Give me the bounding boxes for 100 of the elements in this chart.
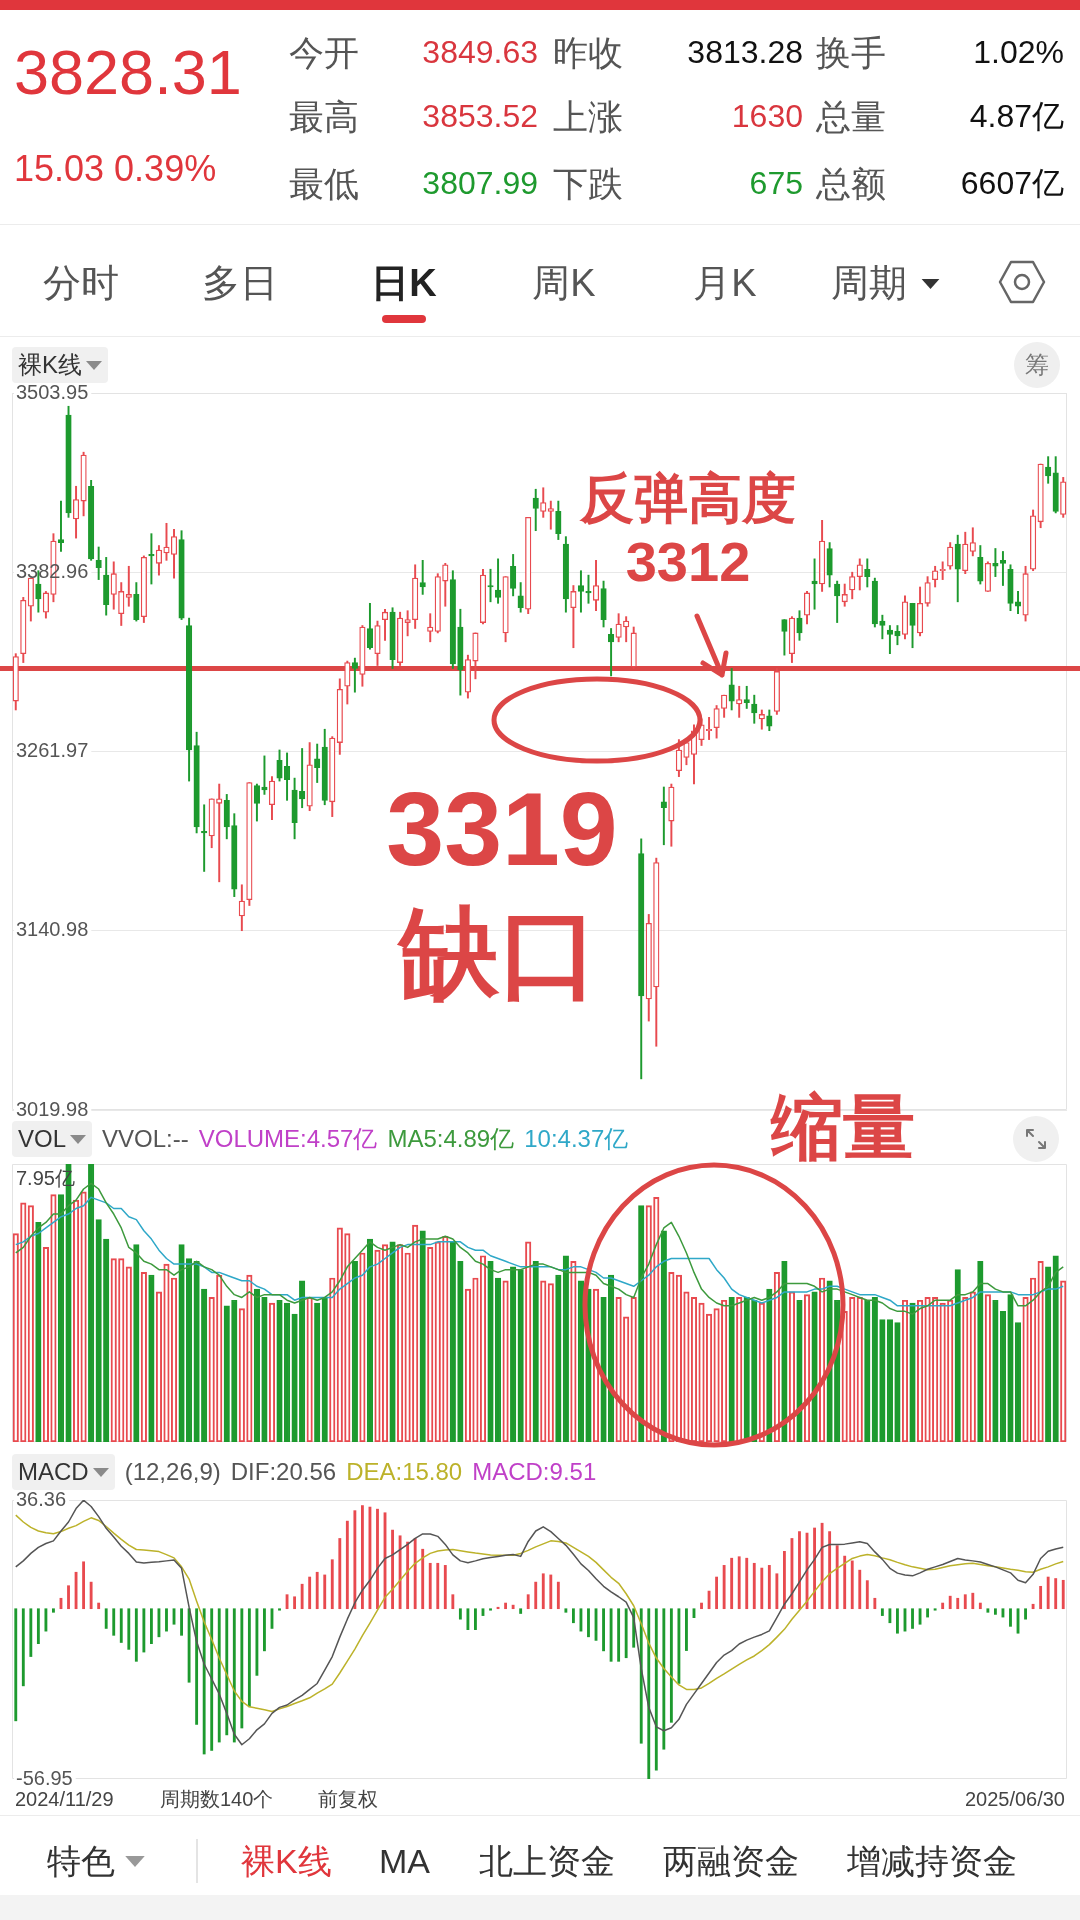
chart-title: 裸K线 bbox=[18, 350, 83, 380]
y-tick-label: -56.95 bbox=[16, 1766, 73, 1789]
bar bbox=[428, 1562, 432, 1610]
bar bbox=[36, 1608, 40, 1645]
bar bbox=[406, 1541, 410, 1610]
bar bbox=[504, 1602, 508, 1610]
bar bbox=[1024, 1608, 1027, 1620]
text: 裸K线 bbox=[241, 1841, 332, 1881]
bar bbox=[474, 1608, 477, 1630]
candlestick bbox=[201, 804, 208, 872]
text: 675 bbox=[749, 164, 803, 202]
text: 2024/11/29 bbox=[15, 1787, 114, 1810]
text: 昨收 bbox=[553, 31, 623, 73]
bar bbox=[677, 1608, 681, 1684]
bar bbox=[685, 1608, 688, 1651]
text: 10:4.37亿 bbox=[524, 1124, 629, 1154]
text: MA bbox=[379, 1841, 430, 1881]
y-tick-label: 3261.97 bbox=[16, 739, 89, 762]
bar bbox=[571, 1608, 575, 1624]
text: 3807.99 bbox=[422, 164, 538, 202]
text: 分时 bbox=[43, 261, 119, 305]
bar bbox=[345, 1520, 349, 1610]
bar bbox=[458, 1608, 462, 1620]
y-tick-label: 3019.98 bbox=[16, 1097, 89, 1120]
bar bbox=[730, 1557, 734, 1610]
bar bbox=[647, 1608, 651, 1779]
bar bbox=[587, 1608, 590, 1638]
bar bbox=[669, 1608, 673, 1723]
annotation: 反弹高度 bbox=[579, 467, 796, 528]
text: 4.87亿 bbox=[969, 97, 1064, 135]
text: DEA:15.80 bbox=[346, 1458, 463, 1486]
bar bbox=[210, 1608, 214, 1751]
bar bbox=[360, 1505, 364, 1610]
text: 最低 bbox=[289, 162, 359, 204]
text: 周期数140个 bbox=[160, 1787, 274, 1810]
bar bbox=[1061, 1579, 1065, 1610]
bar bbox=[97, 1602, 101, 1610]
text: 6607亿 bbox=[960, 164, 1064, 202]
bar bbox=[963, 1594, 967, 1610]
bar bbox=[44, 1608, 48, 1632]
bar bbox=[564, 1608, 568, 1613]
bar bbox=[413, 1538, 417, 1610]
bar bbox=[225, 1608, 229, 1736]
bar bbox=[142, 1608, 146, 1653]
bar bbox=[217, 1608, 221, 1743]
candlestick bbox=[999, 551, 1007, 586]
bar bbox=[511, 1604, 515, 1610]
bar bbox=[89, 1581, 93, 1610]
text: 1630 bbox=[731, 97, 803, 135]
bar bbox=[782, 1550, 786, 1610]
bar bbox=[767, 1565, 771, 1610]
text: 总额 bbox=[816, 162, 886, 204]
text: DIF:20.56 bbox=[230, 1458, 337, 1486]
bar bbox=[247, 1608, 251, 1708]
bar bbox=[978, 1602, 982, 1610]
bar bbox=[715, 1576, 719, 1610]
bar bbox=[752, 1562, 756, 1610]
text: 上涨 bbox=[553, 95, 623, 137]
bar bbox=[549, 1574, 553, 1610]
bar bbox=[835, 1545, 839, 1610]
text: 3828.31 bbox=[14, 37, 242, 107]
bar bbox=[526, 1594, 530, 1610]
text: 1.02% bbox=[973, 33, 1064, 71]
bar bbox=[941, 1602, 945, 1610]
bar bbox=[104, 1608, 108, 1629]
chart-subtitle: VVOL:-- bbox=[102, 1125, 189, 1153]
bar bbox=[654, 1608, 658, 1771]
text: 多日 bbox=[202, 261, 278, 305]
text: 总量 bbox=[816, 95, 886, 137]
bar bbox=[865, 1580, 869, 1610]
bar bbox=[737, 1556, 741, 1610]
bar bbox=[195, 1608, 199, 1725]
bar bbox=[820, 1522, 824, 1610]
bar bbox=[82, 1561, 86, 1610]
y-tick-label: 36.36 bbox=[16, 1487, 67, 1510]
candlestick bbox=[125, 565, 132, 607]
bar bbox=[775, 1573, 779, 1610]
bar bbox=[52, 1608, 55, 1613]
text: MA5:4.89亿 bbox=[387, 1124, 515, 1154]
bar bbox=[436, 1562, 440, 1610]
bar bbox=[165, 1608, 168, 1632]
text: 月K bbox=[693, 261, 757, 305]
bar bbox=[180, 1608, 183, 1636]
text: 前复权 bbox=[318, 1787, 378, 1810]
text: 3849.63 bbox=[422, 33, 538, 71]
bar bbox=[376, 1508, 379, 1610]
annotation: 3319 bbox=[386, 770, 618, 887]
text: 最高 bbox=[289, 95, 359, 137]
bar bbox=[315, 1571, 319, 1610]
bar bbox=[873, 1597, 877, 1610]
bar bbox=[293, 1596, 297, 1610]
text: 周期 bbox=[831, 261, 907, 305]
annotation: 3312 bbox=[625, 530, 751, 594]
bar bbox=[813, 1527, 816, 1610]
bar bbox=[232, 1608, 236, 1743]
bar bbox=[1031, 1603, 1035, 1610]
text: 今开 bbox=[289, 31, 359, 73]
bar bbox=[858, 1569, 862, 1610]
bar bbox=[308, 1576, 312, 1610]
text: 2025/06/30 bbox=[964, 1787, 1065, 1810]
